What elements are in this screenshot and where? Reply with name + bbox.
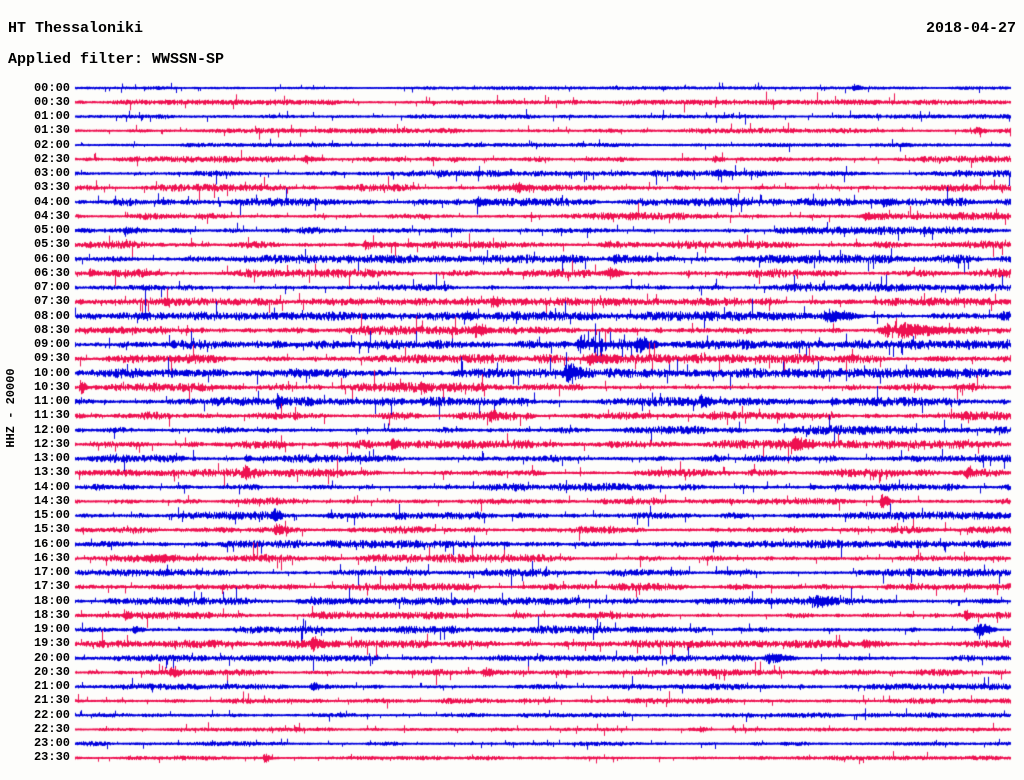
time-label: 03:30 <box>33 180 70 195</box>
time-label: 22:30 <box>33 721 70 736</box>
time-label: 02:00 <box>33 137 70 152</box>
time-label: 15:30 <box>33 522 70 537</box>
time-label: 05:30 <box>33 237 70 252</box>
time-label: 05:00 <box>33 223 70 238</box>
time-label: 14:00 <box>33 479 70 494</box>
time-label: 18:30 <box>33 607 70 622</box>
time-label: 06:30 <box>33 265 70 280</box>
time-label: 08:30 <box>33 322 70 337</box>
time-label: 15:00 <box>33 508 70 523</box>
time-label: 09:00 <box>33 337 70 352</box>
time-label: 17:30 <box>33 579 70 594</box>
time-label: 03:00 <box>33 166 70 181</box>
station-title: HT Thessaloniki <box>8 20 144 37</box>
time-label: 23:00 <box>33 736 70 751</box>
time-label: 11:30 <box>33 408 70 423</box>
time-label: 17:00 <box>33 565 70 580</box>
time-label: 22:00 <box>33 707 70 722</box>
time-label: 00:00 <box>33 80 70 95</box>
date-label: 2018-04-27 <box>925 20 1016 37</box>
time-label: 19:30 <box>33 636 70 651</box>
time-label: 20:30 <box>33 664 70 679</box>
time-label: 20:00 <box>33 650 70 665</box>
time-label: 12:00 <box>33 422 70 437</box>
time-label: 19:00 <box>33 622 70 637</box>
time-label: 10:00 <box>33 365 70 380</box>
time-label: 07:00 <box>33 280 70 295</box>
time-label: 04:30 <box>33 208 70 223</box>
time-label: 02:30 <box>33 151 70 166</box>
time-label: 16:30 <box>33 550 70 565</box>
time-label: 07:30 <box>33 294 70 309</box>
time-label: 14:30 <box>33 493 70 508</box>
time-label: 21:30 <box>33 693 70 708</box>
time-label: 11:00 <box>33 394 70 409</box>
time-label: 04:00 <box>33 194 70 209</box>
time-label: 01:30 <box>33 123 70 138</box>
time-label: 12:30 <box>33 436 70 451</box>
time-label: 18:00 <box>33 593 70 608</box>
filter-label: Applied filter: WWSSN-SP <box>8 51 225 68</box>
time-label: 08:00 <box>33 308 70 323</box>
time-label: 06:00 <box>33 251 70 266</box>
time-label: 01:00 <box>33 109 70 123</box>
time-label: 21:00 <box>33 679 70 694</box>
time-label: 09:30 <box>33 351 70 366</box>
time-label: 16:00 <box>33 536 70 551</box>
time-label: 23:30 <box>33 750 70 765</box>
time-label: 13:00 <box>33 451 70 466</box>
time-label: 00:30 <box>33 94 70 109</box>
time-label: 10:30 <box>33 379 70 394</box>
time-label: 13:30 <box>33 465 70 480</box>
